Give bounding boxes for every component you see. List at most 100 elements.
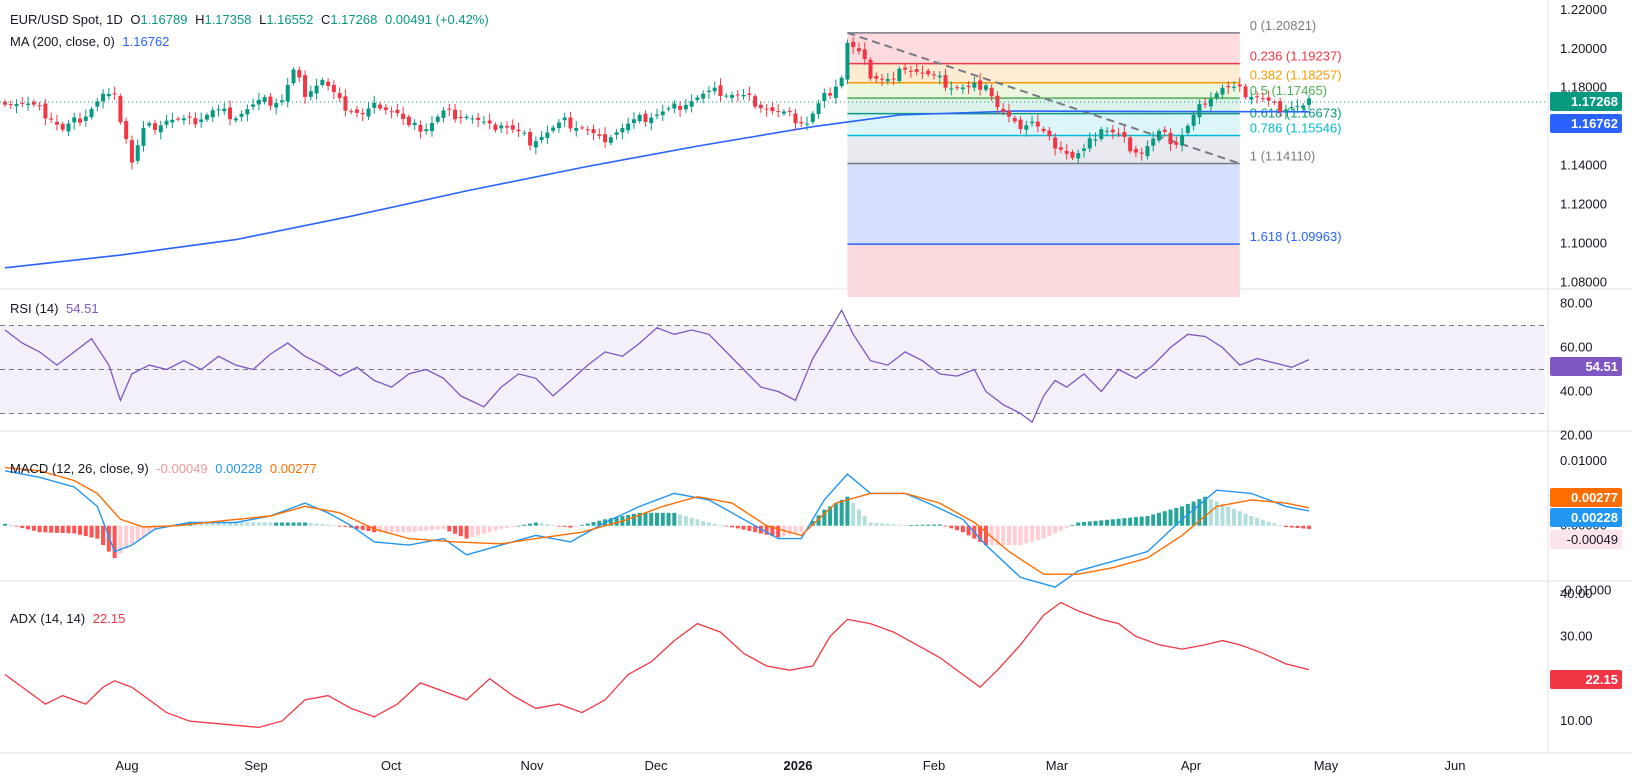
macd-histogram-bar (649, 512, 654, 526)
macd-histogram-bar (314, 523, 319, 526)
macd-histogram-bar (556, 525, 561, 527)
candle-body (429, 123, 434, 132)
macd-histogram-bar (689, 517, 694, 526)
macd-histogram-bar (204, 521, 209, 526)
macd-histogram-bar (481, 525, 486, 534)
candle-body (816, 103, 821, 115)
candle-body (931, 74, 936, 76)
x-tick-Sep: Sep (244, 758, 267, 773)
macd-line-value: 0.00228 (215, 461, 263, 476)
x-tick-May: May (1314, 758, 1339, 773)
open-label: O (130, 12, 141, 27)
candle-body (31, 101, 36, 105)
macd-histogram-bar (331, 525, 336, 527)
candle-body (54, 121, 59, 125)
macd-histogram-bar (989, 525, 994, 546)
macd-histogram-bar (1064, 525, 1069, 528)
fib-zone-1.618 (847, 244, 1240, 297)
candle-body (660, 111, 665, 116)
macd-histogram-bar (851, 503, 856, 526)
candle-body (279, 100, 284, 102)
macd-histogram-bar (401, 525, 406, 533)
candle-body (851, 41, 856, 48)
candle-body (135, 145, 140, 161)
macd-histogram-bar (262, 522, 267, 526)
candle-body (1243, 86, 1248, 98)
candle-body (649, 117, 654, 124)
macd-histogram-bar (805, 525, 810, 527)
macd-histogram-bar (470, 525, 475, 538)
candle-body (712, 87, 717, 92)
macd-histogram-bar (1035, 525, 1040, 541)
candle-body (880, 78, 885, 80)
candle-body (112, 93, 117, 95)
candle-body (383, 107, 388, 111)
macd-histogram-bar (701, 520, 706, 526)
candle-body (222, 108, 227, 112)
macd-histogram-bar (1260, 519, 1265, 526)
candle-body (499, 125, 504, 129)
candle-body (354, 109, 359, 113)
macd-histogram-bar (539, 523, 544, 526)
candle-body (118, 95, 123, 123)
macd-histogram-bar (966, 525, 971, 536)
candle-body (158, 125, 163, 133)
macd-histogram-bar (631, 513, 636, 526)
candle-body (453, 109, 458, 120)
candle-body (770, 107, 775, 112)
macd-histogram-bar (1232, 508, 1237, 526)
macd-histogram-bar (1012, 525, 1017, 546)
adx-tick-10.00: 10.00 (1560, 713, 1593, 728)
candle-body (862, 49, 867, 60)
macd-histogram-bar (880, 523, 885, 526)
candle-body (730, 95, 735, 98)
macd-histogram-bar (1128, 517, 1133, 526)
macd-histogram-bar (1249, 516, 1254, 526)
macd-histogram-bar (678, 514, 683, 526)
candle-body (487, 120, 492, 124)
candle-body (60, 124, 65, 130)
price-tick-1.08000: 1.08000 (1560, 274, 1607, 289)
fib-label-0.618: 0.618 (1.16673) (1250, 106, 1342, 121)
macd-histogram-bar (839, 499, 844, 526)
macd-histogram-bar (1116, 518, 1121, 526)
macd-histogram-bar (54, 525, 59, 533)
candle-body (262, 97, 267, 103)
macd-histogram-bar (274, 522, 279, 526)
candle-body (1157, 130, 1161, 141)
macd-histogram-bar (931, 524, 936, 526)
price-tick-1.20000: 1.20000 (1560, 41, 1607, 56)
x-tick-Apr: Apr (1181, 758, 1202, 773)
candle-body (833, 86, 838, 98)
candle-body (349, 111, 354, 113)
candle-body (378, 104, 383, 109)
macd-histogram-bar (591, 522, 596, 526)
candle-body (666, 108, 671, 110)
macd-histogram-bar (666, 512, 671, 526)
macd-histogram-bar (1162, 511, 1167, 526)
candle-body (683, 104, 688, 110)
macd-histogram-bar (1307, 525, 1312, 529)
candle-body (943, 75, 948, 88)
candle-body (1001, 108, 1006, 112)
macd-histogram-bar (655, 512, 660, 526)
macd-histogram-bar (528, 523, 533, 526)
macd-histogram-bar (49, 525, 54, 533)
candle-body (239, 113, 244, 117)
candle-body (343, 96, 348, 111)
candle-body (441, 110, 446, 118)
macd-histogram-bar (26, 525, 31, 530)
macd-histogram-bar (787, 525, 792, 535)
candle-body (1006, 110, 1011, 117)
candle-body (1174, 142, 1179, 145)
adx-line (4, 601, 1310, 729)
candle-body (470, 118, 475, 120)
x-tick-Jun: Jun (1445, 758, 1466, 773)
fib-label-0.382: 0.382 (1.18257) (1250, 68, 1342, 83)
macd-histogram-bar (66, 525, 71, 534)
candle-body (72, 117, 77, 123)
candle-body (1041, 128, 1046, 132)
candle-body (320, 79, 325, 86)
macd-histogram-bar (776, 525, 781, 538)
